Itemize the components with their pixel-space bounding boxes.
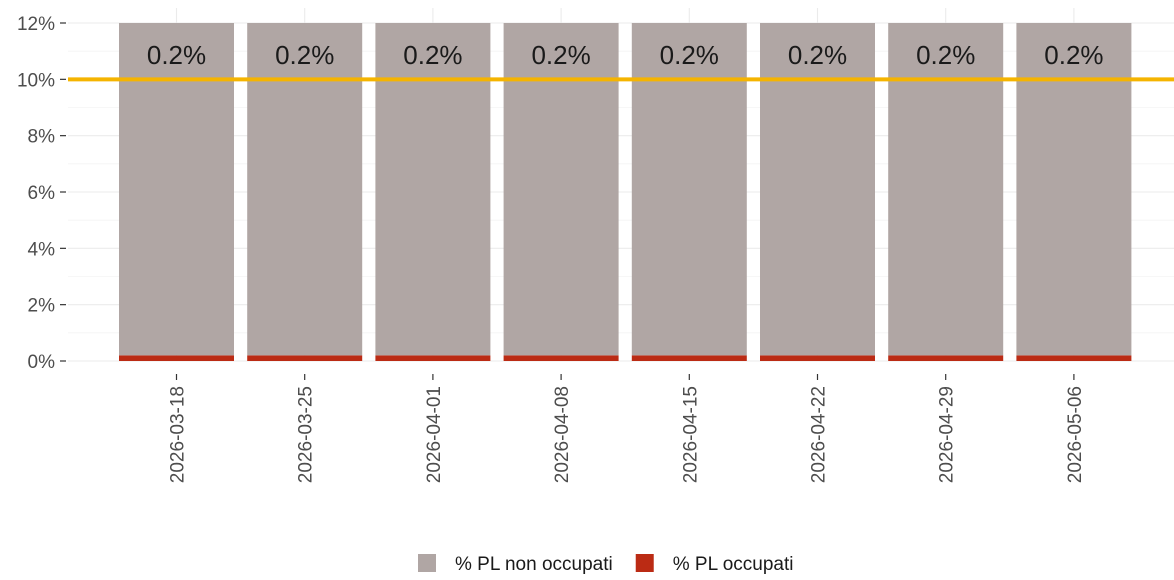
x-tick-label: 2026-03-25	[296, 386, 317, 483]
data-label: 0.2%	[916, 40, 975, 70]
legend: % PL non occupati % PL occupati	[418, 554, 794, 575]
legend-swatch	[418, 554, 436, 572]
bar-segment	[1016, 23, 1132, 356]
data-label: 0.2%	[660, 40, 719, 70]
x-tick-label: 2026-04-22	[809, 386, 830, 483]
data-label: 0.2%	[788, 40, 847, 70]
legend-swatch	[635, 554, 654, 572]
y-tick-label: 6%	[28, 183, 56, 204]
bar-segment	[760, 23, 875, 356]
legend-label: % PL occupati	[673, 554, 794, 575]
x-axis: 2026-03-18 2026-03-25 2026-04-01 2026-04-08…	[168, 374, 1086, 483]
data-label: 0.2%	[531, 40, 590, 70]
y-tick-label: 8%	[28, 127, 56, 148]
bar-segment	[119, 23, 234, 356]
bar-segment	[631, 23, 747, 356]
bar-segment	[247, 23, 363, 356]
bar-segment	[503, 23, 619, 356]
x-tick-label: 2026-04-08	[552, 386, 573, 483]
data-label: 0.2%	[275, 40, 334, 70]
y-tick-label: 12%	[17, 14, 55, 35]
x-tick-label: 2026-04-29	[937, 386, 958, 483]
data-label: 0.2%	[403, 40, 462, 70]
x-tick-label: 2026-04-01	[424, 386, 445, 483]
data-label: 0.2%	[1044, 40, 1103, 70]
y-tick-label: 2%	[28, 296, 56, 317]
bar-segment	[375, 355, 491, 361]
bar-segment	[888, 23, 1004, 356]
x-tick-label: 2026-05-06	[1065, 386, 1086, 483]
y-tick-label: 0%	[28, 352, 56, 373]
y-tick-label: 4%	[28, 239, 56, 260]
bar-segment	[119, 355, 234, 361]
x-tick-label: 2026-03-18	[168, 386, 189, 483]
x-tick-label: 2026-04-15	[680, 386, 701, 483]
legend-label: % PL non occupati	[455, 554, 613, 575]
bar-segment	[760, 355, 875, 361]
data-labels-layer: 0.2% 0.2% 0.2% 0.2% 0.2% 0.2% 0.2% 0.2%	[147, 40, 1104, 70]
bar-segment	[503, 355, 619, 361]
data-label: 0.2%	[147, 40, 206, 70]
bar-segment	[631, 355, 747, 361]
bar-segment	[888, 355, 1004, 361]
y-tick-label: 10%	[17, 70, 55, 91]
bar-segment	[375, 23, 491, 356]
y-axis: 0% 2% 4% 6% 8% 10% 12%	[17, 14, 66, 373]
bar-segment	[1016, 355, 1132, 361]
bar-segment	[247, 355, 363, 361]
